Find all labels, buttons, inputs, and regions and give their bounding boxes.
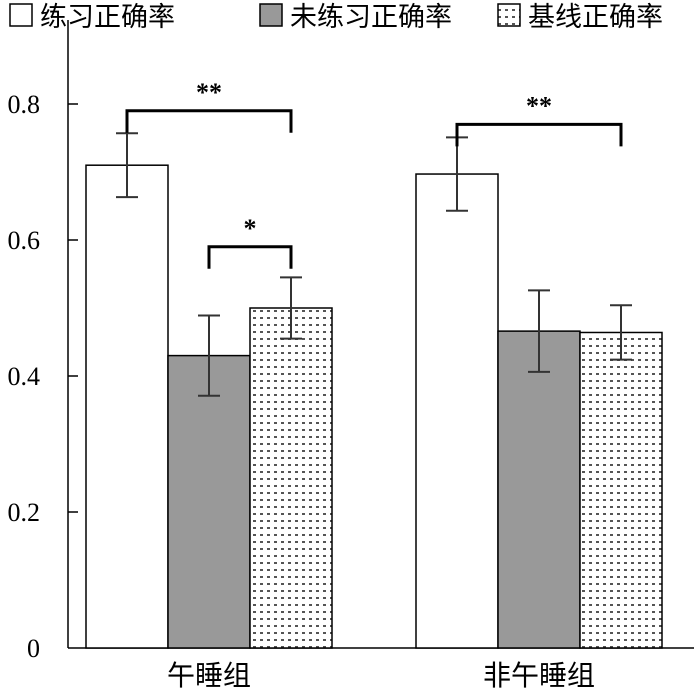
error-bars (116, 132, 632, 397)
y-tick-label: 0 (27, 634, 40, 663)
legend-swatch (9, 3, 33, 27)
bar (497, 330, 581, 649)
bars (85, 164, 663, 649)
significance-brackets: ***** (125, 78, 623, 269)
legend-swatch (497, 3, 521, 27)
y-tick-label: 0.4 (8, 362, 41, 391)
y-tick-label: 0.2 (8, 498, 41, 527)
bar (579, 331, 663, 649)
bar (85, 164, 169, 649)
category-label: 午睡组 (167, 659, 251, 692)
legend-label: 练习正确率 (40, 2, 175, 33)
legend: 练习正确率 未练习正确率 基线正确率 (9, 2, 663, 33)
significance-label: ** (526, 91, 552, 120)
significance-label: ** (196, 78, 222, 107)
legend-label: 基线正确率 (528, 2, 663, 33)
bar (167, 354, 251, 649)
significance-label: * (244, 214, 257, 243)
y-tick-label: 0.8 (8, 90, 41, 119)
bar (249, 307, 333, 649)
significance-bracket (455, 122, 623, 147)
legend-swatch (259, 3, 283, 27)
axes: 0 0.2 0.4 0.6 0.8 午睡组 非午睡组 (8, 20, 694, 692)
legend-label: 未练习正确率 (290, 2, 452, 33)
significance-bracket (125, 109, 293, 133)
significance-bracket (207, 245, 293, 269)
category-label: 非午睡组 (483, 659, 595, 692)
y-tick-label: 0.6 (8, 226, 41, 255)
bar (415, 173, 499, 649)
